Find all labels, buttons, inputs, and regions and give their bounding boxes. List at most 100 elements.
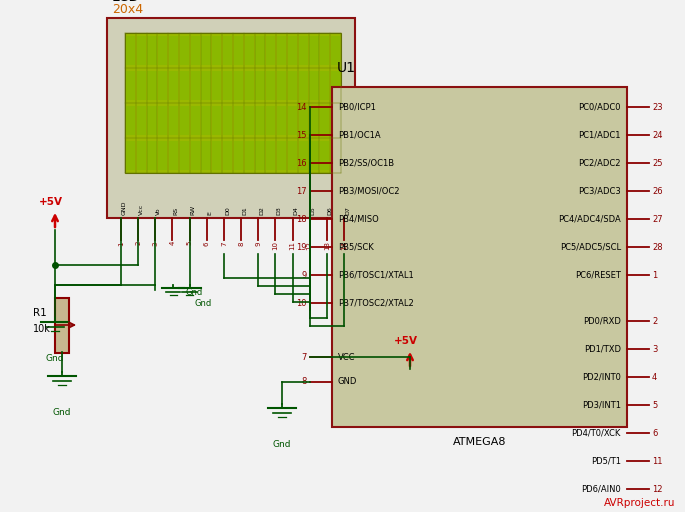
Text: 11: 11 <box>652 457 662 465</box>
Text: D4: D4 <box>294 206 299 215</box>
Text: PC4/ADC4/SDA: PC4/ADC4/SDA <box>558 215 621 224</box>
Text: RW: RW <box>190 205 196 215</box>
Bar <box>288 36 297 65</box>
Bar <box>332 87 627 427</box>
Bar <box>321 106 329 135</box>
Text: AVRproject.ru: AVRproject.ru <box>603 498 675 508</box>
Bar <box>277 141 286 170</box>
Text: PD2/INT0: PD2/INT0 <box>582 373 621 381</box>
Bar <box>190 71 200 100</box>
Bar <box>234 71 243 100</box>
Bar <box>169 71 178 100</box>
Bar <box>277 71 286 100</box>
Text: PC2/ADC2: PC2/ADC2 <box>579 159 621 167</box>
Text: 12: 12 <box>307 241 312 250</box>
Bar <box>137 36 146 65</box>
Text: 3: 3 <box>652 345 658 353</box>
Text: PB2/SS/OC1B: PB2/SS/OC1B <box>338 159 394 167</box>
Bar <box>245 71 253 100</box>
Text: 23: 23 <box>652 102 662 112</box>
Text: GND: GND <box>122 201 127 215</box>
Bar <box>190 106 200 135</box>
Text: PD5/T1: PD5/T1 <box>591 457 621 465</box>
Text: 15: 15 <box>297 131 307 139</box>
Text: PC1/ADC1: PC1/ADC1 <box>579 131 621 139</box>
Text: D7: D7 <box>345 206 350 215</box>
Text: 12: 12 <box>652 484 662 494</box>
Text: 20x4: 20x4 <box>112 3 143 16</box>
Bar <box>158 71 167 100</box>
Text: PC6/RESET: PC6/RESET <box>575 270 621 280</box>
Bar <box>310 36 319 65</box>
Text: 5: 5 <box>186 241 192 245</box>
Text: D0: D0 <box>225 206 230 215</box>
Bar <box>201 106 210 135</box>
Text: PC3/ADC3: PC3/ADC3 <box>578 186 621 196</box>
Text: PB6/TOSC1/XTAL1: PB6/TOSC1/XTAL1 <box>338 270 414 280</box>
Bar <box>331 36 340 65</box>
Text: D3: D3 <box>276 206 282 215</box>
Text: 18: 18 <box>297 215 307 224</box>
Text: ATMEGA8: ATMEGA8 <box>453 437 506 447</box>
Text: PB3/MOSI/OC2: PB3/MOSI/OC2 <box>338 186 399 196</box>
Text: 16: 16 <box>297 159 307 167</box>
Text: 10k: 10k <box>33 324 51 334</box>
Bar <box>147 36 157 65</box>
Bar <box>266 71 275 100</box>
Bar <box>180 141 189 170</box>
Text: PD0/RXD: PD0/RXD <box>583 316 621 326</box>
Text: Gnd: Gnd <box>195 299 212 308</box>
Text: 14: 14 <box>341 241 347 250</box>
Bar <box>158 141 167 170</box>
Bar <box>245 36 253 65</box>
Bar <box>126 141 135 170</box>
Bar <box>288 106 297 135</box>
Text: 2: 2 <box>135 241 141 245</box>
Text: D2: D2 <box>259 206 264 215</box>
Text: LCD: LCD <box>112 0 140 4</box>
Text: PB4/MISO: PB4/MISO <box>338 215 379 224</box>
Text: 27: 27 <box>652 215 662 224</box>
Text: PC5/ADC5/SCL: PC5/ADC5/SCL <box>560 243 621 251</box>
Text: 1: 1 <box>652 270 657 280</box>
Text: PB5/SCK: PB5/SCK <box>338 243 374 251</box>
Bar <box>223 71 232 100</box>
Text: 7: 7 <box>301 352 307 361</box>
Text: D5: D5 <box>311 206 316 215</box>
Text: 9: 9 <box>256 241 261 245</box>
Bar <box>299 106 308 135</box>
Text: VCC: VCC <box>338 352 356 361</box>
Bar <box>331 71 340 100</box>
Text: 14: 14 <box>297 102 307 112</box>
Text: 4: 4 <box>169 241 175 245</box>
Bar <box>245 141 253 170</box>
Bar <box>169 141 178 170</box>
Text: 8: 8 <box>238 241 244 245</box>
Bar <box>158 106 167 135</box>
Bar <box>277 106 286 135</box>
Bar <box>137 71 146 100</box>
Bar <box>321 141 329 170</box>
Bar <box>223 36 232 65</box>
Text: PD4/T0/XCK: PD4/T0/XCK <box>571 429 621 437</box>
Bar <box>245 106 253 135</box>
Bar <box>212 36 221 65</box>
Bar <box>55 298 69 353</box>
Text: 10: 10 <box>297 298 307 308</box>
Bar <box>158 36 167 65</box>
Text: 17: 17 <box>297 186 307 196</box>
Bar <box>147 71 157 100</box>
Bar <box>137 141 146 170</box>
Bar <box>147 106 157 135</box>
Bar <box>180 106 189 135</box>
Text: Vo: Vo <box>156 207 161 215</box>
Bar <box>169 106 178 135</box>
Text: +5V: +5V <box>39 197 63 207</box>
Bar <box>223 106 232 135</box>
Text: 2: 2 <box>652 316 657 326</box>
Text: PB1/OC1A: PB1/OC1A <box>338 131 381 139</box>
Bar <box>169 36 178 65</box>
Text: 4: 4 <box>652 373 657 381</box>
Bar <box>212 71 221 100</box>
Text: 11: 11 <box>290 241 295 250</box>
